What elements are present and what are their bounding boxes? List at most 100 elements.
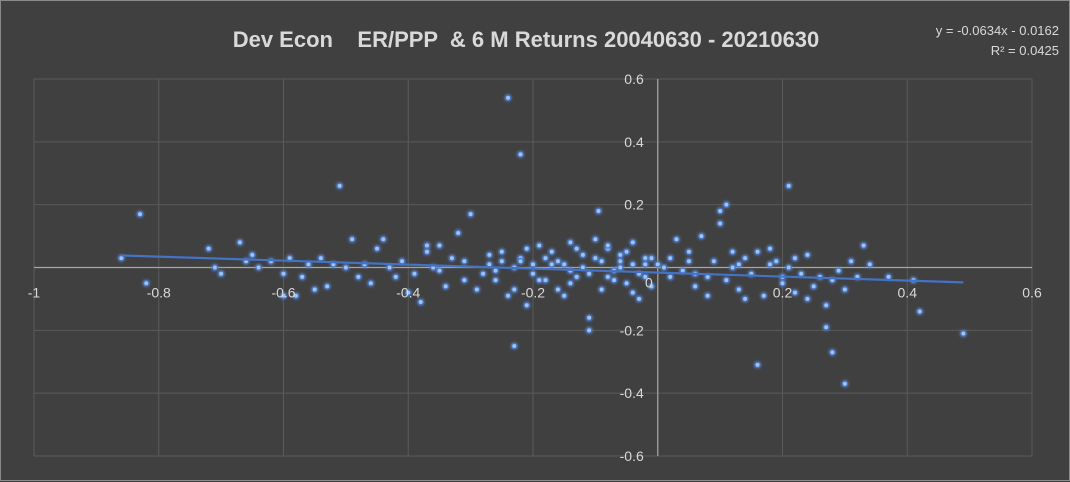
data-point [517, 258, 524, 265]
trend-layer [121, 254, 964, 284]
data-point [398, 258, 406, 265]
data-point [442, 283, 449, 290]
x-tick-label: -0.8 [147, 285, 171, 301]
data-point [392, 273, 399, 281]
data-point [754, 361, 761, 369]
data-point [710, 258, 718, 265]
data-point [579, 251, 587, 259]
data-point [143, 280, 150, 287]
data-point [255, 264, 262, 271]
data-point [785, 182, 792, 190]
r-squared: R² = 0.0425 [990, 43, 1059, 58]
data-point [236, 239, 244, 246]
data-point [635, 295, 643, 303]
y-tick-label: -0.2 [620, 322, 644, 338]
data-point [660, 264, 668, 271]
data-point [766, 261, 774, 268]
data-point [373, 245, 381, 252]
data-point [136, 210, 144, 218]
data-point [548, 261, 555, 268]
data-point [779, 280, 786, 287]
data-point [829, 349, 836, 356]
data-point [617, 264, 624, 271]
data-point [536, 242, 543, 249]
data-point [866, 261, 874, 268]
data-point [598, 286, 605, 293]
data-point [211, 264, 219, 271]
data-point [716, 207, 724, 215]
data-point [280, 270, 287, 277]
data-point [417, 298, 424, 306]
data-point [323, 283, 331, 290]
data-point [804, 295, 811, 303]
data-point [791, 289, 799, 296]
data-point [554, 258, 562, 265]
data-point [517, 151, 524, 158]
data-point [642, 254, 649, 262]
data-point [367, 280, 375, 287]
data-point [405, 289, 412, 296]
data-point [511, 342, 518, 350]
data-point [667, 254, 674, 262]
data-point [423, 248, 431, 255]
data-point [348, 236, 356, 243]
data-point [835, 267, 842, 274]
x-tick-label: -0.4 [396, 285, 420, 301]
data-point [585, 327, 593, 334]
data-point [592, 254, 599, 262]
data-point [916, 308, 923, 315]
data-point [280, 292, 287, 299]
data-point [716, 220, 724, 227]
data-point [217, 270, 225, 277]
data-point [554, 286, 562, 293]
data-point [773, 258, 780, 265]
data-point [741, 254, 749, 262]
data-point [299, 273, 306, 281]
data-point [317, 254, 325, 262]
data-point [498, 248, 506, 255]
data-point [741, 295, 749, 303]
data-point [673, 236, 680, 243]
data-point [523, 245, 530, 252]
data-point [685, 258, 693, 265]
data-point [754, 248, 761, 255]
data-point [841, 380, 849, 387]
data-point [461, 258, 468, 265]
data-point [704, 292, 711, 299]
data-point [648, 254, 655, 262]
data-point [798, 270, 805, 277]
y-tick-label: -0.6 [620, 448, 644, 464]
data-point [560, 261, 568, 268]
data-point [542, 276, 549, 284]
y-tick-label: 0.2 [624, 197, 644, 213]
data-point [729, 248, 736, 255]
data-point [729, 264, 736, 271]
data-point [960, 330, 967, 337]
data-point [785, 264, 792, 271]
data-point [592, 236, 599, 243]
y-tick-label: -0.4 [620, 385, 644, 401]
data-point [698, 232, 705, 240]
data-point [648, 283, 655, 290]
data-point [847, 258, 855, 265]
data-point [642, 261, 649, 268]
data-point [642, 273, 649, 281]
data-point [249, 251, 256, 259]
data-point [735, 261, 743, 268]
data-point [604, 242, 612, 249]
data-point [629, 261, 637, 268]
data-point [292, 292, 300, 299]
y-tick-label: 0.6 [624, 71, 644, 87]
data-point [810, 283, 817, 290]
data-point [585, 270, 593, 277]
x-tick-label: -0.6 [271, 285, 295, 301]
data-point [454, 229, 462, 237]
x-tick-label: 0 [645, 275, 653, 291]
trendline-equation: y = -0.0634x - 0.0162 [935, 23, 1059, 38]
data-point [461, 276, 468, 284]
trendline [121, 254, 964, 284]
x-tick-label: -1 [28, 285, 41, 301]
data-point [723, 201, 730, 208]
data-point [610, 276, 618, 284]
